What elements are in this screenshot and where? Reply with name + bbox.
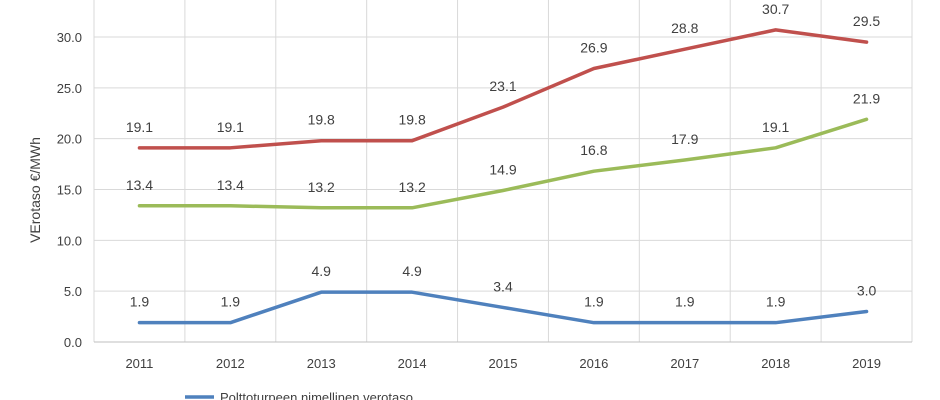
- data-label: 19.1: [762, 119, 789, 135]
- axes: 0.0 5.0 10.0 15.0 20.0 25.0 30.0 2011 2012 2013 20…: [57, 30, 912, 371]
- data-label: 1.9: [130, 294, 150, 310]
- data-label: 16.8: [580, 142, 607, 158]
- data-label: 13.4: [217, 177, 244, 193]
- x-tick-label: 2018: [761, 356, 790, 371]
- y-tick-label: 0.0: [64, 335, 82, 350]
- x-tick-label: 2016: [579, 356, 608, 371]
- x-tick-label: 2017: [670, 356, 699, 371]
- data-label: 28.8: [671, 20, 698, 36]
- y-tick-label: 20.0: [57, 132, 82, 147]
- data-label: 19.1: [217, 119, 244, 135]
- y-tick-label: 15.0: [57, 183, 82, 198]
- y-axis-label: VErotaso €/MWh: [27, 137, 43, 243]
- x-tick-label: 2015: [489, 356, 518, 371]
- data-label: 30.7: [762, 1, 789, 17]
- data-label: 4.9: [402, 263, 422, 279]
- data-label: 26.9: [580, 40, 607, 56]
- x-tick-label: 2019: [852, 356, 881, 371]
- data-label: 29.5: [853, 13, 880, 29]
- data-label: 1.9: [675, 294, 695, 310]
- x-tick-label: 2014: [398, 356, 427, 371]
- grid: [93, 0, 913, 342]
- legend: Polttoturpeen nimellinen verotaso: [185, 390, 413, 400]
- x-tick-label: 2012: [216, 356, 245, 371]
- x-tick-label: 2011: [125, 356, 153, 371]
- data-label: 21.9: [853, 90, 880, 106]
- data-label: 1.9: [766, 294, 786, 310]
- data-label: 3.0: [857, 283, 877, 299]
- data-label: 19.8: [398, 112, 425, 128]
- data-label: 13.2: [398, 179, 425, 195]
- y-tick-label: 25.0: [57, 81, 82, 96]
- data-label: 4.9: [311, 263, 331, 279]
- data-label: 1.9: [584, 294, 604, 310]
- data-label: 19.8: [308, 112, 335, 128]
- data-label: 14.9: [489, 162, 516, 178]
- data-label: 23.1: [489, 78, 516, 94]
- y-tick-label: 10.0: [57, 233, 82, 248]
- x-tick-label: 2013: [307, 356, 336, 371]
- data-label: 13.2: [308, 179, 335, 195]
- series: [137, 28, 869, 325]
- data-label: 19.1: [126, 119, 153, 135]
- y-tick-label: 30.0: [57, 30, 82, 45]
- data-labels: 19.1 19.1 19.8 19.8 23.1 26.9 28.8 30.7 29.5 13.4…: [126, 1, 881, 310]
- y-tick-label: 5.0: [64, 284, 82, 299]
- data-label: 3.4: [493, 278, 513, 294]
- data-label: 13.4: [126, 177, 153, 193]
- data-label: 17.9: [671, 131, 698, 147]
- data-label: 1.9: [221, 294, 241, 310]
- legend-label: Polttoturpeen nimellinen verotaso: [220, 390, 413, 400]
